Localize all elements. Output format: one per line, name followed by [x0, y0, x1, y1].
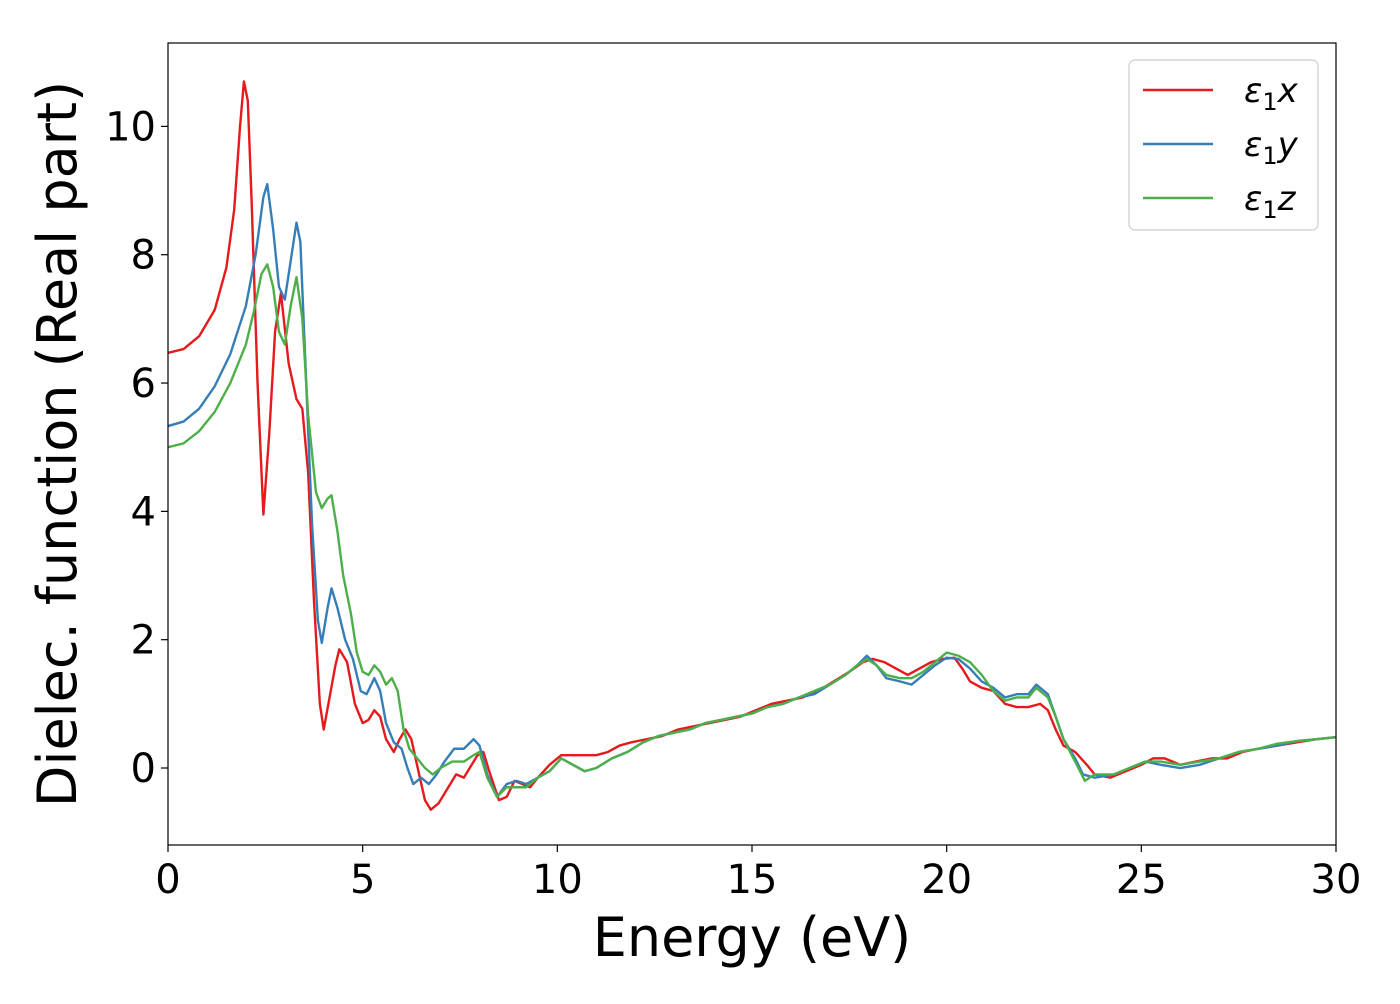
x-tick-label: 20 [921, 857, 972, 903]
x-axis-ticks: 0 5 10 15 20 25 30 [155, 845, 1361, 903]
x-tick-label: 30 [1311, 857, 1362, 903]
y-tick-label: 10 [105, 104, 156, 150]
legend-label-y: ε1y [1244, 125, 1299, 170]
x-tick-label: 25 [1116, 857, 1167, 903]
y-tick-label: 2 [131, 618, 156, 664]
y-tick-label: 6 [131, 361, 156, 407]
y-tick-label: 8 [131, 233, 156, 279]
series-line-z [168, 263, 1336, 799]
x-tick-label: 5 [350, 857, 375, 903]
y-axis-label: Dielec. function (Real part) [26, 81, 89, 807]
y-tick-label: 4 [131, 489, 156, 535]
series-line-x [168, 80, 1336, 811]
series-line-y [168, 182, 1336, 799]
x-tick-label: 15 [727, 857, 778, 903]
x-axis-label: Energy (eV) [593, 906, 912, 969]
y-tick-label: 0 [131, 746, 156, 792]
series-layer [168, 80, 1336, 811]
x-tick-label: 0 [155, 857, 180, 903]
y-axis-ticks: 0 2 4 6 8 10 [105, 104, 168, 792]
legend: ε1x ε1y ε1z [1128, 59, 1319, 231]
x-tick-label: 10 [532, 857, 583, 903]
legend-box [1128, 59, 1319, 231]
legend-label-z: ε1z [1244, 179, 1297, 224]
legend-label-x: ε1x [1244, 71, 1299, 116]
